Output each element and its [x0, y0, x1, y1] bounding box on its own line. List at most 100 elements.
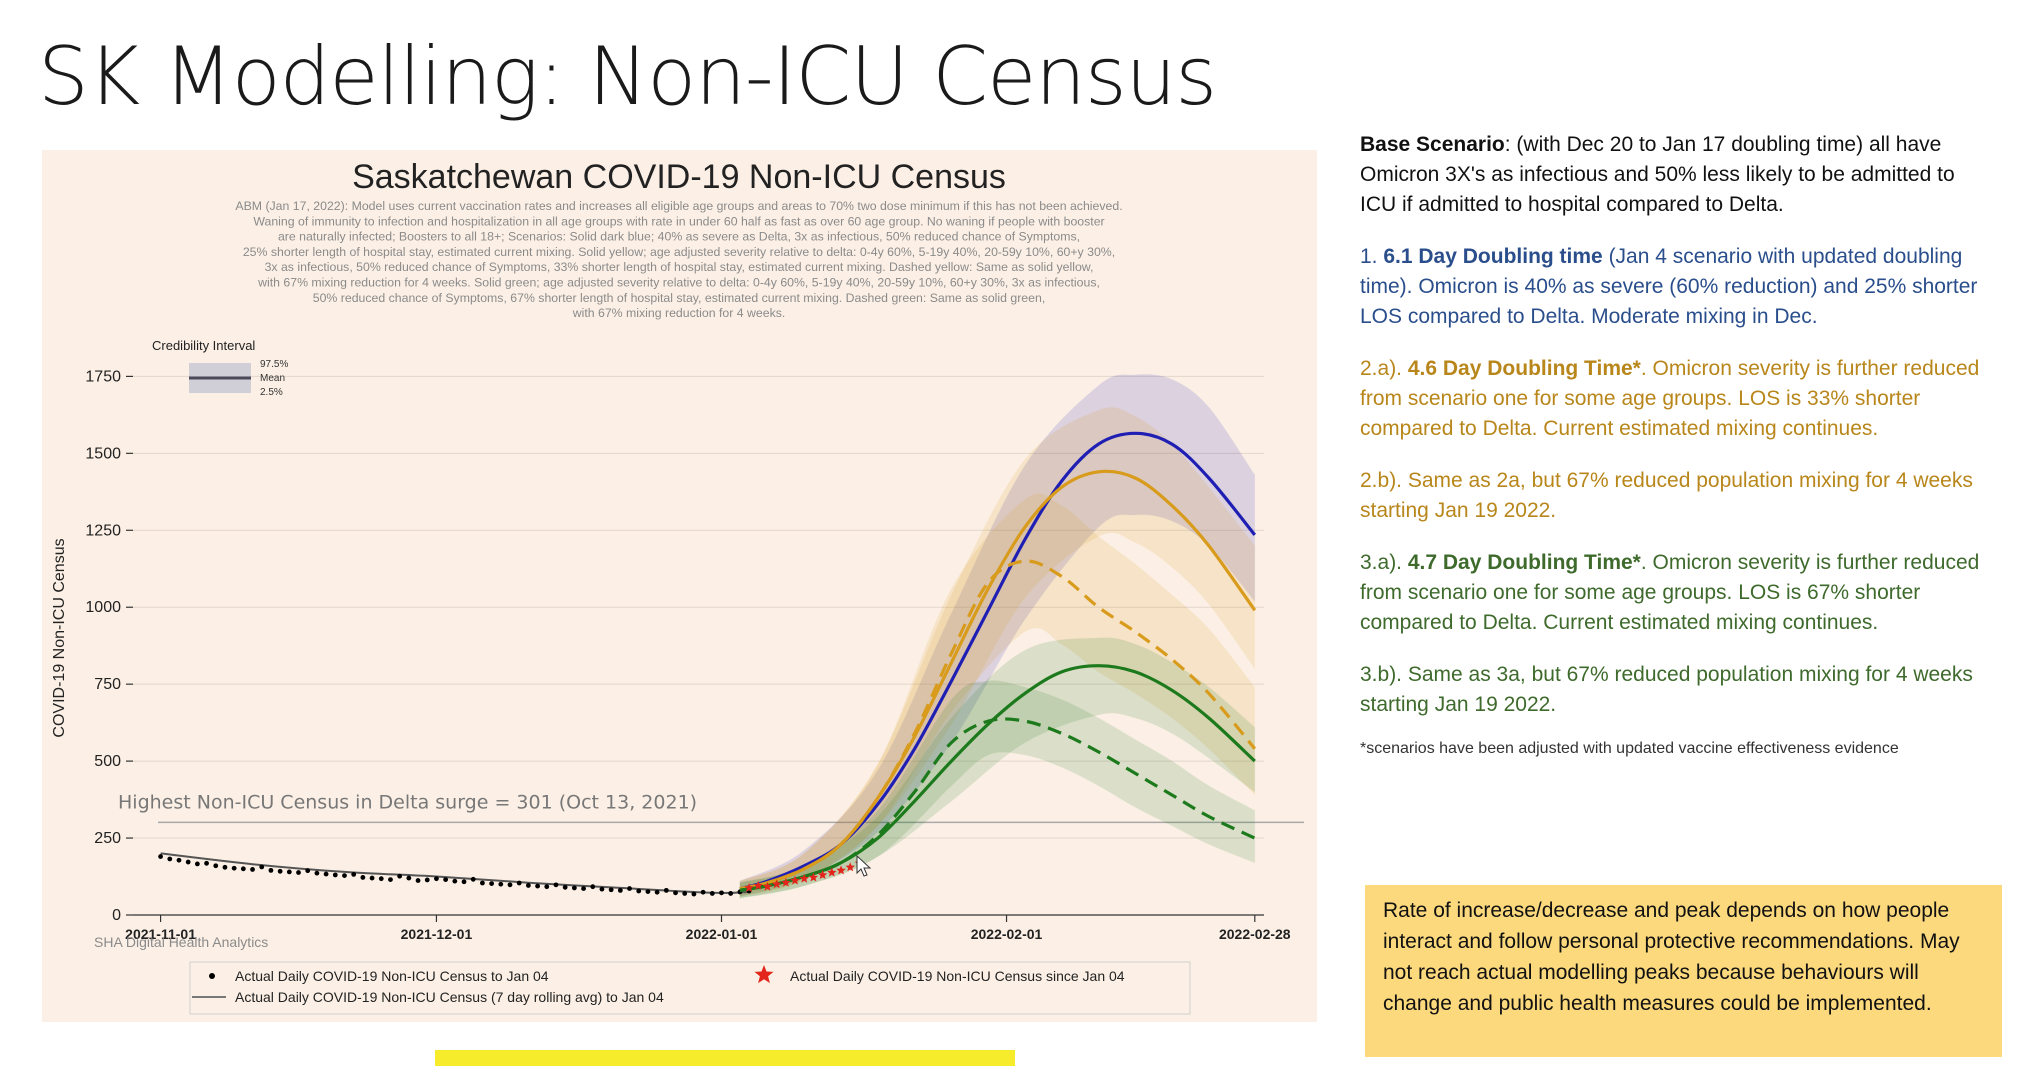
actual-census-dot: [617, 887, 623, 893]
x-tick-label: 2022-01-01: [686, 926, 758, 942]
actual-census-dot: [562, 884, 568, 890]
footnote: *scenarios have been adjusted with updat…: [1360, 740, 1899, 757]
y-tick-label: 0: [112, 907, 121, 924]
actual-census-dot: [213, 863, 219, 869]
actual-census-dot: [332, 872, 338, 878]
chart-subtitle-line: 3x as infectious, 50% reduced chance of …: [265, 260, 1094, 274]
actual-census-star: [827, 867, 837, 877]
scenario-line: [739, 559, 1257, 891]
actual-census-star: [753, 880, 763, 890]
chart-panel: Saskatchewan COVID-19 Non-ICU Census ABM …: [42, 150, 1317, 1022]
scenario-2a-prefix: 2.a).: [1360, 357, 1408, 380]
actual-census-dot: [415, 878, 421, 883]
actual-census-dot: [728, 891, 734, 896]
actual-census-dot: [314, 870, 320, 876]
scenario-1: 1. 6.1 Day Doubling time (Jan 4 scenario…: [1360, 242, 1980, 332]
actual-census-dot: [443, 877, 449, 883]
actual-census-dot: [535, 883, 540, 889]
rolling-average-line: [160, 852, 750, 894]
actual-census-dot: [709, 891, 715, 896]
legend-label: Actual Daily COVID-19 Non-ICU Census (7 …: [235, 989, 664, 1005]
actual-census-dot: [516, 880, 522, 886]
actual-census-dot: [323, 871, 329, 877]
actual-census-dot: [682, 891, 688, 896]
actual-census-dot: [581, 886, 586, 891]
actual-census-dot: [645, 889, 651, 895]
scenario-line: [739, 431, 1257, 891]
actual-census-dot: [673, 890, 678, 896]
x-tick-label: 2022-02-01: [971, 926, 1043, 942]
y-tick-label: 1000: [85, 599, 121, 616]
actual-census-dot: [654, 889, 660, 895]
y-tick-label: 1500: [85, 445, 121, 462]
actual-census-dot: [544, 884, 550, 890]
actual-census-dot: [185, 859, 191, 865]
actual-census-dot: [231, 865, 237, 871]
scenario-1-prefix: 1.: [1360, 245, 1384, 268]
scenario-2a-bold: 4.6 Day Doubling Time*: [1407, 357, 1641, 380]
census-chart: Saskatchewan COVID-19 Non-ICU Census ABM …: [51, 158, 1304, 1015]
actual-census-dot: [250, 867, 255, 872]
actual-census-dot: [608, 887, 614, 893]
x-tick-label: 2021-12-01: [401, 926, 473, 942]
actual-census-star: [836, 865, 846, 875]
actual-census-star: [762, 881, 773, 891]
chart-subtitle-line: with 67% mixing reduction for 4 weeks.: [572, 306, 786, 320]
actual-census-dot: [663, 887, 669, 893]
chart-subtitle-line: 25% shorter length of hospital stay, est…: [243, 245, 1115, 259]
actual-census-dot: [406, 875, 412, 881]
chart-subtitle-line: Waning of immunity to infection and hosp…: [253, 214, 1104, 228]
actual-census-dot: [360, 875, 366, 880]
scenario-3a-text: . Omicron severity is further reduced fr…: [1360, 551, 1980, 634]
actual-census-dot: [434, 876, 439, 882]
actual-census-dot: [480, 880, 485, 886]
credibility-band: [739, 374, 1255, 897]
actual-census-dot: [700, 889, 706, 895]
y-tick-label: 500: [94, 753, 121, 770]
scenario-2a-text: . Omicron severity is further reduced fr…: [1360, 357, 1980, 440]
actual-census-dot: [351, 871, 357, 877]
actual-census-dot: [590, 884, 596, 890]
base-scenario-label: Base Scenario: [1360, 133, 1505, 156]
actual-census-star: [845, 862, 855, 872]
chart-subtitle-line: are naturally infected; Boosters to all …: [278, 230, 1080, 244]
callout-box: Rate of increase/decrease and peak depen…: [1365, 885, 2002, 1057]
actual-census-star: [808, 872, 819, 882]
actual-census-dot: [498, 881, 504, 887]
scenario-2a: 2.a). 4.6 Day Doubling Time*. Omicron se…: [1360, 354, 1980, 444]
slide-title: SK Modelling: Non-ICU Census: [38, 30, 1217, 123]
actual-census-star: [781, 877, 791, 887]
scenario-descriptions: Base Scenario: (with Dec 20 to Jan 17 do…: [1360, 130, 1980, 786]
credibility-upper-label: 97.5%: [260, 359, 288, 370]
actual-census-dot: [342, 873, 347, 879]
actual-census-dot: [691, 891, 697, 897]
chart-subtitle-line: ABM (Jan 17, 2022): Model uses current v…: [235, 199, 1122, 213]
credibility-lower-label: 2.5%: [260, 387, 283, 398]
actual-census-dot: [158, 854, 163, 859]
source-note: SHA Digital Health Analytics: [94, 934, 268, 950]
legend-dot-marker: [209, 973, 215, 979]
scenario-3a-bold: 4.7 Day Doubling Time*: [1407, 551, 1641, 574]
actual-census-dot: [452, 878, 458, 884]
actual-census-dot: [240, 866, 246, 872]
actual-census-dot: [296, 870, 301, 875]
chart-subtitle-line: 50% reduced chance of Symptoms, 67% shor…: [313, 291, 1046, 305]
actual-census-dot: [388, 877, 393, 883]
legend-star-marker: [754, 965, 774, 984]
actual-census-dot: [277, 868, 283, 874]
scenario-1-bold: 6.1 Day Doubling time: [1383, 245, 1603, 268]
credibility-mean-label: Mean: [260, 373, 285, 384]
actual-census-star: [744, 882, 754, 892]
credibility-band: [739, 637, 1255, 899]
actual-census-dot: [305, 868, 311, 874]
legend-box: [189, 961, 1191, 1015]
actual-census-dot: [286, 869, 292, 875]
scenario-2b: 2.b). Same as 2a, but 67% reduced popula…: [1360, 469, 1973, 522]
actual-census-dot: [719, 890, 724, 896]
scenario-1-text: (Jan 4 scenario with updated doubling ti…: [1360, 245, 1978, 328]
actual-census-star: [799, 873, 809, 883]
y-tick-label: 250: [94, 830, 121, 847]
scenario-3b: 3.b). Same as 3a, but 67% reduced popula…: [1360, 663, 1973, 716]
y-tick-label: 1250: [85, 522, 121, 539]
scenario-line: [739, 469, 1257, 891]
